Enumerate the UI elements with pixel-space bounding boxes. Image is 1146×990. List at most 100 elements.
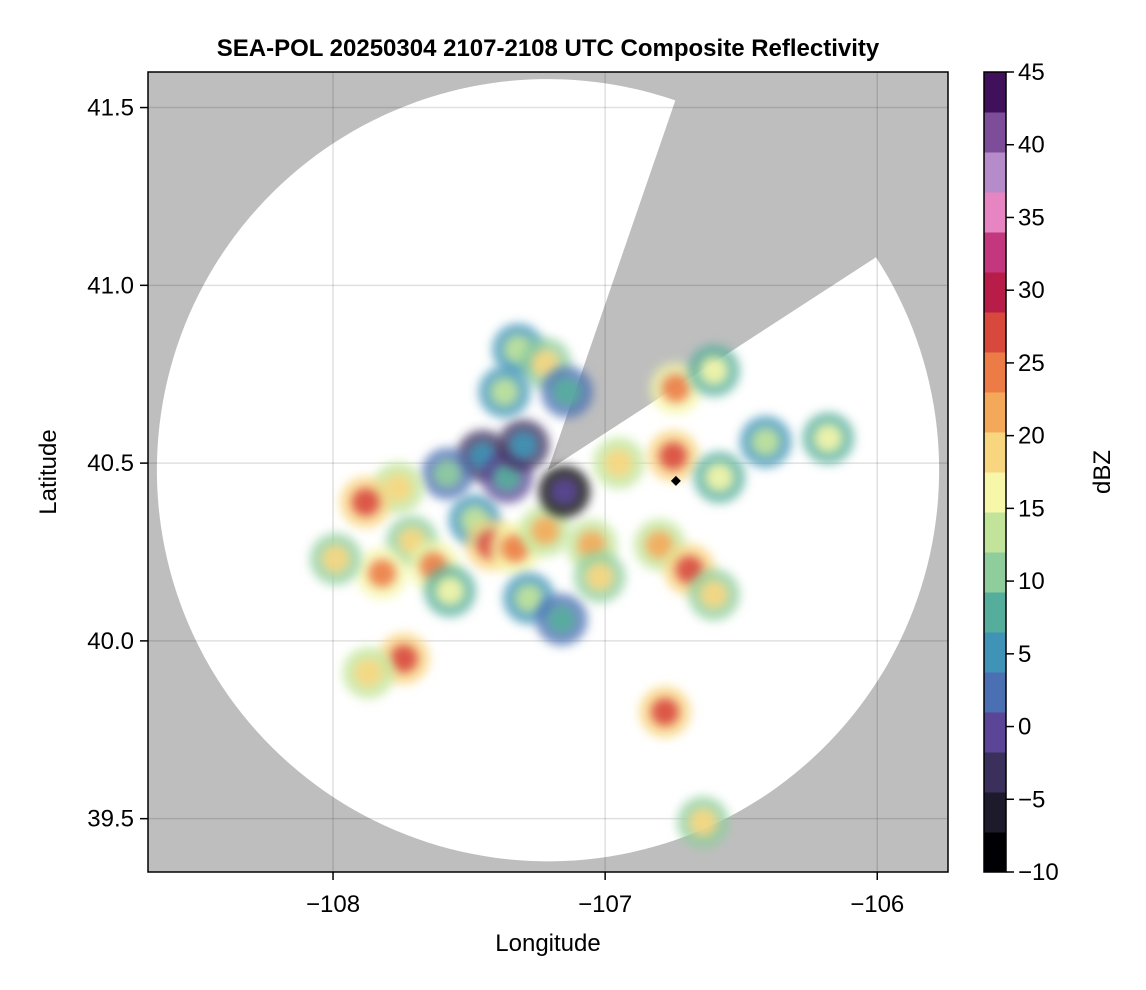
x-axis-label: Longitude <box>495 930 600 957</box>
echo-cell <box>342 646 395 699</box>
echo-cell-core <box>547 605 576 634</box>
echo-cell <box>535 593 588 646</box>
colorbar-band <box>984 432 1006 473</box>
echo-cell-core <box>384 474 413 502</box>
colorbar-band <box>984 392 1006 433</box>
echo-cell-core <box>351 488 380 517</box>
echo-cell <box>573 550 626 603</box>
echo-cell <box>592 437 645 490</box>
colorbar-band <box>984 512 1006 553</box>
echo-cell-core <box>433 459 462 488</box>
echo-cell-core <box>651 698 680 726</box>
colorbar-band <box>984 552 1006 593</box>
y-axis: 39.5 40.0 40.5 41.0 41.5 <box>87 95 148 833</box>
colorbar-tick-label: 45 <box>1018 59 1045 86</box>
echo-cell-core <box>553 378 582 406</box>
echo-cell-core <box>814 424 843 453</box>
colorbar-tick-label: 0 <box>1018 714 1031 741</box>
colorbar-tick-label: 25 <box>1018 350 1045 377</box>
echo-cell-core <box>751 427 780 456</box>
echo-cell <box>639 686 692 738</box>
echo-cell <box>687 344 740 397</box>
echo-cell-core <box>368 559 397 588</box>
colorbar-tick-label: 5 <box>1018 641 1031 668</box>
y-axis-label: Latitude <box>35 429 62 514</box>
plot-area <box>148 72 948 872</box>
echo-cell <box>802 412 855 465</box>
colorbar-band <box>984 672 1006 713</box>
colorbar-tick-label: −10 <box>1018 859 1059 886</box>
echo-cell-core <box>493 463 522 492</box>
echo-cell <box>519 504 572 557</box>
colorbar-frame <box>983 71 1007 873</box>
y-tick-label: 39.5 <box>87 806 134 833</box>
echo-cell <box>739 415 792 468</box>
echo-cell <box>356 547 409 600</box>
y-tick-label: 41.0 <box>87 272 134 299</box>
echo-layer <box>309 323 855 849</box>
y-tick-label: 40.5 <box>87 450 134 477</box>
colorbar-band <box>984 712 1006 753</box>
y-tick-label: 41.5 <box>87 95 134 122</box>
echo-cell <box>421 447 474 500</box>
x-tick-label: −108 <box>306 891 360 918</box>
colorbar-band <box>984 752 1006 793</box>
echo-cell-core <box>661 374 690 403</box>
chart-title: SEA-POL 20250304 2107-2108 UTC Composite… <box>217 35 880 62</box>
echo-cell-core <box>436 577 465 606</box>
echo-cell-core <box>705 463 734 492</box>
colorbar-band <box>984 472 1006 513</box>
y-tick-label: 40.0 <box>87 628 134 655</box>
echo-cell-core <box>514 584 543 613</box>
colorbar-band <box>984 72 1006 113</box>
echo-cell <box>541 366 594 418</box>
colorbar-band <box>984 632 1006 673</box>
x-tick-label: −106 <box>850 891 904 918</box>
echo-cell-core <box>659 442 688 470</box>
echo-cell-core <box>490 378 519 406</box>
echo-cell-core <box>550 477 579 506</box>
echo-cell-core <box>604 449 633 478</box>
echo-cell-core <box>699 356 728 385</box>
colorbar-band <box>984 312 1006 353</box>
colorbar-band <box>984 832 1006 873</box>
colorbar-tick-label: 15 <box>1018 495 1045 522</box>
echo-cell-core <box>509 431 538 460</box>
colorbar-bands <box>984 72 1006 873</box>
echo-cell <box>687 568 740 621</box>
colorbar-band <box>984 792 1006 833</box>
colorbar-tick-label: 20 <box>1018 423 1045 450</box>
colorbar-tick-label: 40 <box>1018 132 1045 159</box>
echo-cell <box>538 465 591 518</box>
colorbar-band <box>984 152 1006 193</box>
colorbar-band <box>984 232 1006 273</box>
colorbar-band <box>984 272 1006 313</box>
echo-cell <box>647 430 700 482</box>
echo-cell <box>677 796 730 849</box>
colorbar-ticks: −10 −5 0 5 10 15 20 25 30 35 40 45 <box>1006 59 1059 886</box>
echo-cell-core <box>531 516 560 545</box>
plot-frame <box>147 71 949 873</box>
echo-cell <box>497 419 550 472</box>
echo-cell-core <box>354 658 383 687</box>
echo-cell-core <box>699 580 728 609</box>
echo-cell-core <box>689 808 718 837</box>
echo-cell <box>478 366 531 418</box>
colorbar-tick-label: 10 <box>1018 568 1045 595</box>
station-marker <box>670 475 681 486</box>
colorbar-tick-label: −5 <box>1018 786 1045 813</box>
colorbar-tick-label: 30 <box>1018 277 1045 304</box>
echo-cell <box>424 565 477 618</box>
echo-cell-core <box>531 349 560 378</box>
echo-cell-core <box>321 545 350 574</box>
colorbar-band <box>984 192 1006 233</box>
colorbar-label: dBZ <box>1089 450 1116 494</box>
colorbar-band <box>984 352 1006 393</box>
echo-cell-core <box>389 644 418 673</box>
echo-cell <box>693 451 746 504</box>
colorbar-band <box>984 592 1006 633</box>
colorbar-band <box>984 112 1006 153</box>
x-tick-label: −107 <box>578 891 632 918</box>
colorbar-tick-label: 35 <box>1018 204 1045 231</box>
